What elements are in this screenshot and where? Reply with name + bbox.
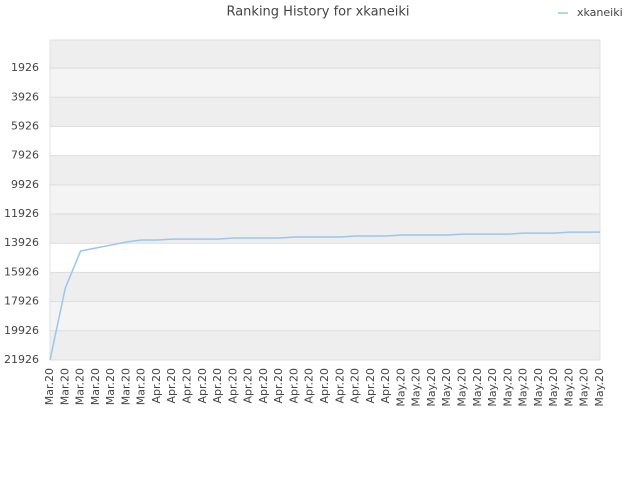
x-tick-label: May.20 [425,368,438,407]
x-tick-label: Mar.20 [43,368,56,405]
plot-band [50,68,600,98]
x-tick-label: May.20 [578,368,591,407]
y-tick-label: 5926 [11,119,39,132]
y-tick-label: 7926 [11,149,39,162]
x-tick-label: Apr.20 [242,368,255,404]
y-tick-label: 17926 [4,295,39,308]
x-tick-label: Mar.20 [58,368,71,405]
x-tick-label: Apr.20 [150,368,163,404]
x-tick-label: Mar.20 [135,368,148,405]
x-tick-label: May.20 [547,368,560,407]
x-tick-label: May.20 [562,368,575,407]
plot-band [50,330,600,360]
chart-title: Ranking History for xkaneiki [226,5,409,20]
x-tick-label: Apr.20 [318,368,331,404]
plot-band [50,184,600,215]
y-tick-label: 19926 [4,324,39,337]
x-tick-label: Apr.20 [165,368,178,404]
x-tick-label: Apr.20 [226,368,239,404]
x-tick-label: May.20 [471,368,484,407]
x-tick-label: Mar.20 [74,368,87,405]
x-tick-label: May.20 [394,368,407,407]
plot-band [50,301,600,331]
x-tick-label: Mar.20 [89,368,102,405]
legend-label: xkaneiki [577,6,623,19]
x-tick-label: Apr.20 [272,368,285,404]
x-tick-label: May.20 [517,368,530,407]
x-tick-label: May.20 [501,368,514,407]
x-tick-label: Apr.20 [349,368,362,404]
plot-band [50,40,600,69]
y-tick-label: 11926 [4,207,39,220]
y-tick-label: 15926 [4,265,39,278]
x-tick-label: Apr.20 [196,368,209,404]
x-tick-label: Apr.20 [364,368,377,404]
y-tick-label: 9926 [11,178,39,191]
x-tick-label: Apr.20 [303,368,316,404]
plot-band [50,243,600,273]
x-tick-label: May.20 [532,368,545,407]
plot-band [50,155,600,185]
y-tick-label: 3926 [11,90,39,103]
x-tick-label: Mar.20 [119,368,132,405]
plot-band [50,126,600,156]
x-tick-label: Mar.20 [104,368,117,405]
plot-band [50,97,600,127]
y-tick-label: 13926 [4,236,39,249]
y-tick-label: 1926 [11,61,39,74]
x-tick-label: May.20 [410,368,423,407]
x-tick-label: May.20 [593,368,606,407]
x-tick-label: Apr.20 [379,368,392,404]
x-tick-label: May.20 [440,368,453,407]
x-tick-label: Apr.20 [257,368,270,404]
x-tick-label: Apr.20 [333,368,346,404]
plot-band [50,272,600,302]
plot-band [50,214,600,244]
y-tick-label: 21926 [4,353,39,366]
x-tick-label: Apr.20 [211,368,224,404]
x-tick-label: May.20 [486,368,499,407]
x-tick-label: Apr.20 [287,368,300,404]
data-line [49,231,600,361]
x-tick-label: Apr.20 [181,368,194,404]
x-tick-label: May.20 [456,368,469,407]
